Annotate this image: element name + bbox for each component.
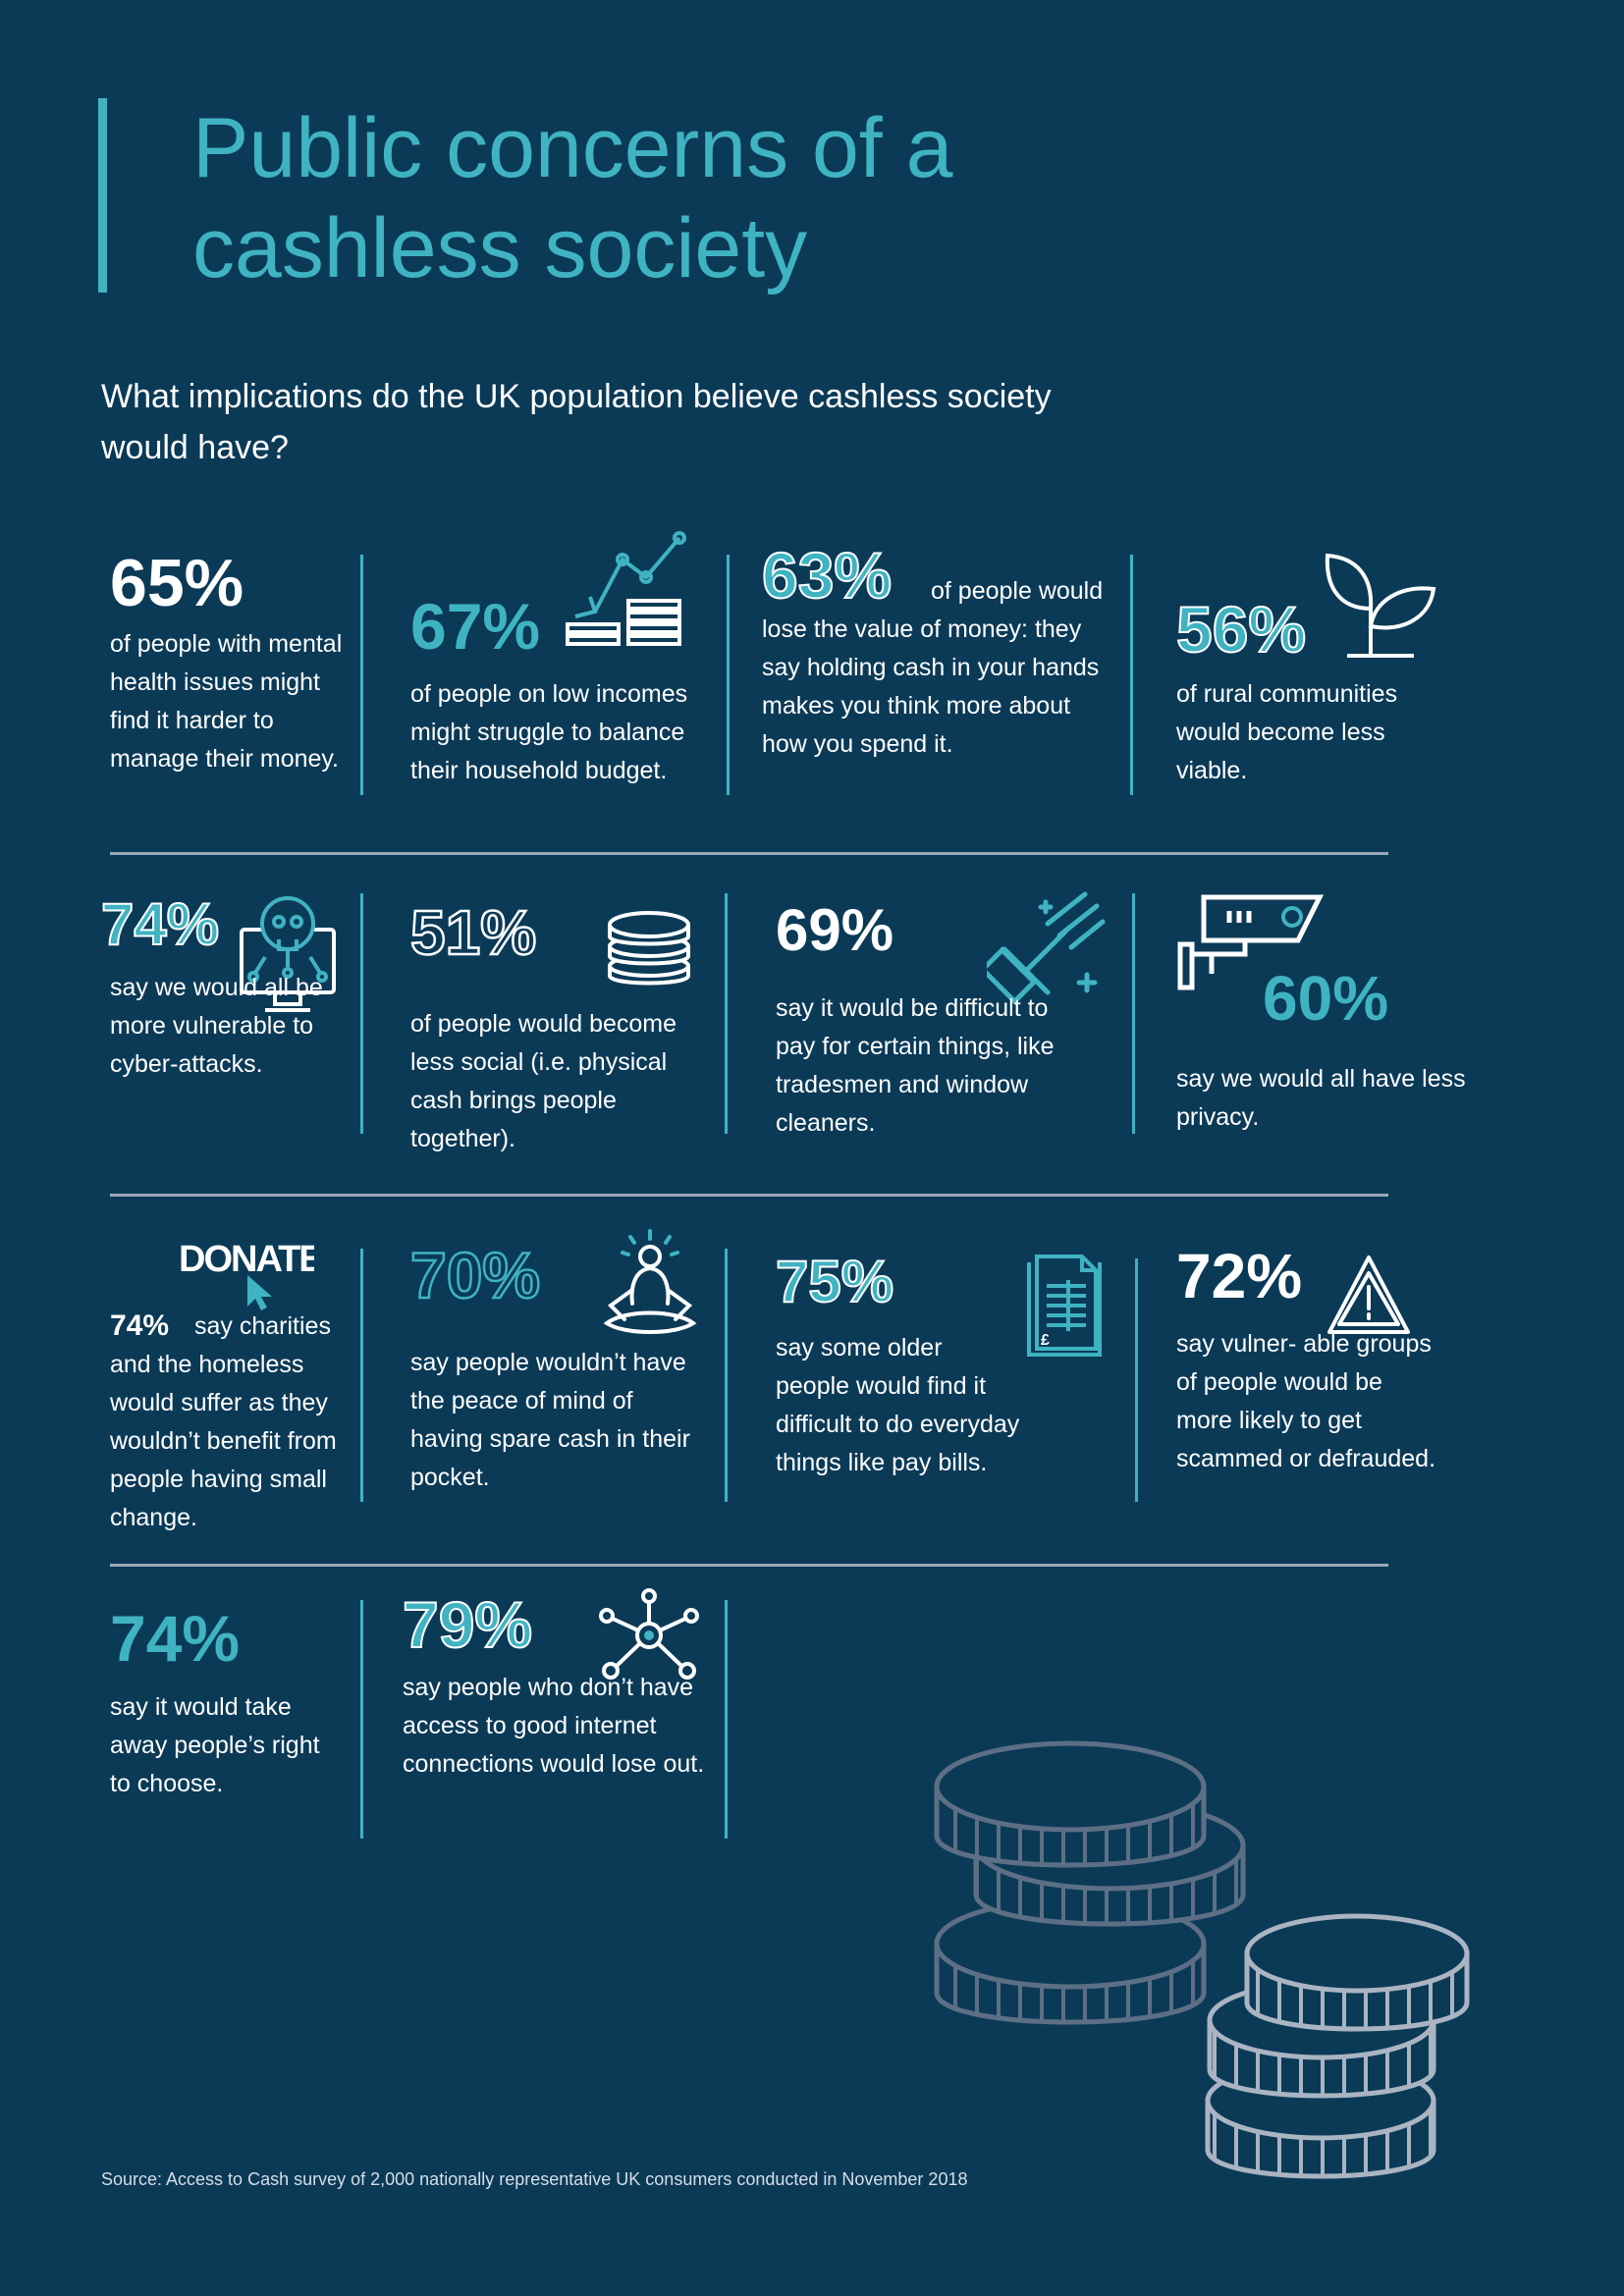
col-divider xyxy=(360,555,363,795)
stat-percent: 69% xyxy=(776,897,894,963)
col-divider xyxy=(360,1600,363,1839)
plant-icon xyxy=(1325,553,1436,658)
col-divider xyxy=(725,1249,728,1502)
stat-text: of people with mental health issues migh… xyxy=(110,630,343,773)
col-divider xyxy=(1135,1258,1138,1502)
bill-document-icon: £ xyxy=(1027,1255,1102,1357)
stat-text: say vulner- able groups of people would … xyxy=(1176,1330,1436,1472)
row-divider-1 xyxy=(110,852,1388,855)
col-divider xyxy=(1132,893,1135,1134)
page-subtitle: What implications do the UK population b… xyxy=(101,378,1052,466)
stat-text: lose the value of money: they say holdin… xyxy=(762,615,1100,758)
coin-stack-icon xyxy=(608,911,690,986)
window-squeegee-icon xyxy=(987,891,1106,1005)
meditation-icon xyxy=(603,1229,697,1334)
stat-text: say some older people would find it diff… xyxy=(776,1334,1020,1476)
stat-text: say it would be difficult to pay for cer… xyxy=(776,994,1055,1137)
stat-text: say people wouldn’t have the peace of mi… xyxy=(410,1349,690,1491)
donate-cursor-icon: DONATE xyxy=(179,1239,314,1310)
stat-percent: 60% xyxy=(1263,963,1389,1034)
donate-label: DONATE xyxy=(179,1239,314,1280)
col-divider xyxy=(360,893,363,1134)
stat-text-inline: of people would xyxy=(931,577,1104,605)
stat-percent: 74% xyxy=(110,1309,170,1342)
title-accent-bar xyxy=(98,98,107,293)
source-note: Source: Access to Cash survey of 2,000 n… xyxy=(101,2169,968,2189)
stat-percent: 79% xyxy=(402,1588,533,1661)
row-divider-2 xyxy=(110,1194,1388,1197)
stat-percent: 74% xyxy=(110,1602,241,1675)
col-divider xyxy=(727,555,730,795)
page-title: Public concerns of a cashless society xyxy=(192,98,952,298)
stat-text: say it would take away people’s right to… xyxy=(110,1693,320,1797)
stat-text-inline: say charities xyxy=(194,1312,331,1340)
col-divider xyxy=(360,1249,363,1502)
coins-decoration-icon xyxy=(934,1740,1470,2179)
stat-text: of rural communities would become less v… xyxy=(1176,680,1398,784)
stat-percent: 72% xyxy=(1176,1241,1303,1311)
stat-percent: 75% xyxy=(775,1249,894,1314)
network-nodes-icon xyxy=(599,1588,699,1680)
page-title-line-2: cashless society xyxy=(192,201,808,295)
stat-percent: 51% xyxy=(409,897,538,968)
skull-monitor-icon xyxy=(240,896,336,1012)
col-divider xyxy=(725,1600,728,1839)
col-divider xyxy=(725,893,728,1134)
stat-text: say people who don’t have access to good… xyxy=(403,1674,705,1778)
stat-percent: 63% xyxy=(761,539,893,612)
warning-triangle-icon xyxy=(1327,1255,1410,1334)
stat-text: say we would all have less privacy. xyxy=(1176,1065,1466,1131)
stat-text: and the homeless would suffer as they wo… xyxy=(110,1351,337,1531)
svg-text:£: £ xyxy=(1041,1332,1050,1349)
chart-and-stacked-cash-icon xyxy=(566,531,686,646)
page-title-line-1: Public concerns of a xyxy=(192,101,953,195)
stat-percent: 56% xyxy=(1175,593,1307,666)
stat-text: say we would all be more vulnerable to c… xyxy=(110,974,323,1078)
stat-text: of people on low incomes might struggle … xyxy=(410,680,688,784)
cctv-camera-icon xyxy=(1177,894,1324,990)
row-divider-3 xyxy=(110,1564,1388,1567)
stat-percent: 67% xyxy=(410,590,541,663)
stat-percent: 74% xyxy=(100,891,220,957)
col-divider xyxy=(1130,555,1133,795)
stat-percent: 65% xyxy=(110,546,244,620)
stat-text: of people would become less social (i.e.… xyxy=(410,1010,677,1152)
stat-percent: 70% xyxy=(409,1239,542,1311)
